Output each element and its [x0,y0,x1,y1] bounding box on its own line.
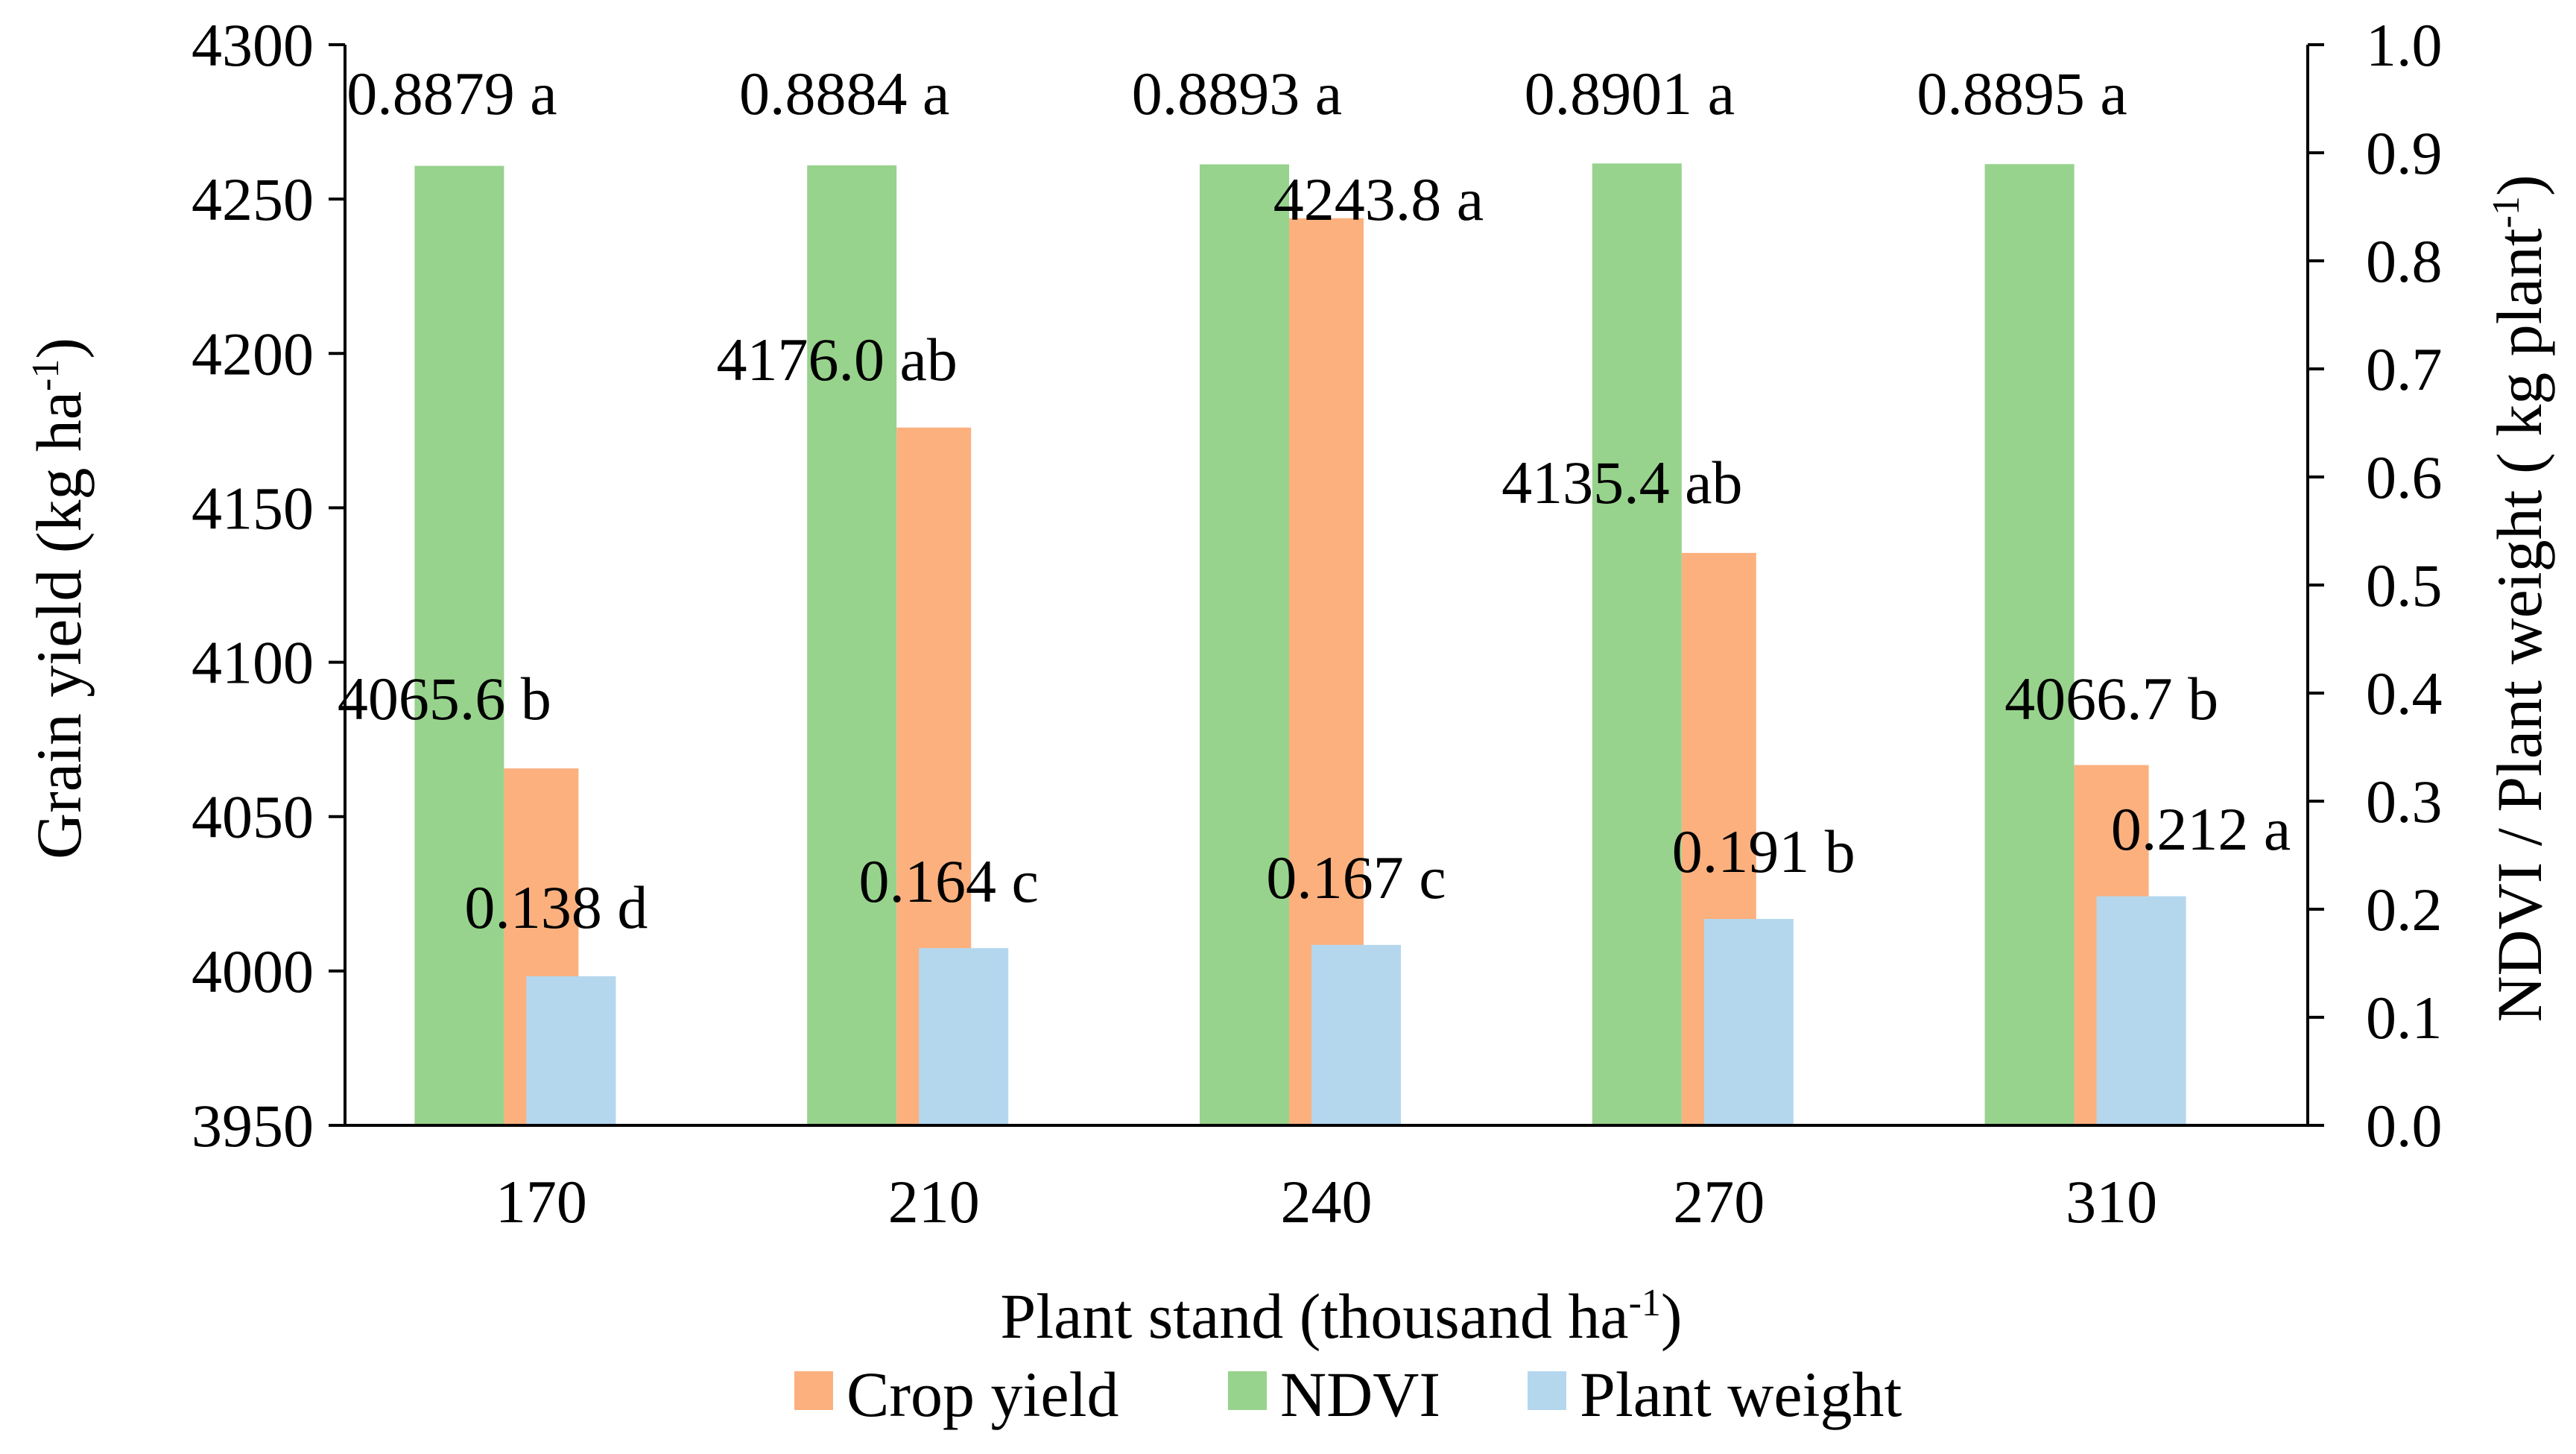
data-label-crop-yield-240: 4243.8 a [1273,165,1484,233]
y-right-tick-label: 0.8 [2366,227,2443,295]
y-axis-right-title: NDVI / Plant weight ( kg plant-1) [2484,174,2555,1022]
legend-label-plant-weight: Plant weight [1580,1359,1902,1430]
bar-ndvi-310 [1984,164,2075,1126]
y-left-tick-label: 4150 [192,474,314,542]
y-left-tick-label: 4300 [192,11,314,79]
x-tick-label: 240 [1281,1168,1373,1236]
data-label-plant-weight-210: 0.164 c [858,847,1038,915]
data-label-crop-yield-170: 4065.6 b [338,665,551,733]
data-label-ndvi-310: 0.8895 a [1917,60,2127,127]
legend-label-ndvi: NDVI [1280,1359,1440,1430]
bar-plant-weight-170 [526,976,616,1125]
y-left-tick-label: 4100 [192,629,314,697]
y-left-tick-label: 4200 [192,320,314,388]
data-label-crop-yield-270: 4135.4 ab [1501,449,1742,516]
data-label-plant-weight-270: 0.191 b [1672,818,1855,885]
bar-plant-weight-310 [2096,896,2186,1125]
data-label-ndvi-270: 0.8901 a [1525,60,1735,127]
data-labels-layer: 0.8879 a 0.8884 a 0.8893 a 0.8901 a 0.8895 a… [338,60,2291,941]
legend-swatch-crop-yield [794,1371,833,1410]
x-tick-label: 270 [1673,1168,1765,1236]
y-left-tick-label: 4050 [192,783,314,851]
y-axis-left-title: Grain yield (kg ha-1) [23,338,95,859]
y-right-tick-label: 0.9 [2366,119,2443,187]
axes-layer: 3950 4000 4050 4100 4150 4200 4250 4300 0.0 0.1 0.… [192,11,2443,1236]
y-left-tick-label: 4000 [192,938,314,1005]
legend-swatch-plant-weight [1528,1371,1566,1410]
y-right-tick-label: 0.1 [2366,984,2443,1052]
bar-ndvi-210 [807,165,897,1125]
bar-plant-weight-210 [919,948,1009,1125]
data-label-plant-weight-240: 0.167 c [1266,844,1446,911]
data-label-crop-yield-310: 4066.7 b [2004,665,2218,733]
y-right-tick-label: 0.0 [2366,1092,2443,1160]
y-right-tick-label: 0.3 [2366,768,2443,835]
x-axis-title: Plant stand (thousand ha-1) [1000,1280,1682,1352]
data-label-plant-weight-310: 0.212 a [2111,795,2291,863]
x-tick-label: 170 [496,1168,587,1236]
bars-layer [414,163,2186,1126]
data-label-ndvi-210: 0.8884 a [739,60,949,127]
y-right-tick-label: 0.4 [2366,660,2443,727]
y-left-tick-label: 3950 [192,1092,314,1160]
y-right-tick-label: 1.0 [2366,11,2443,79]
data-label-ndvi-170: 0.8879 a [346,60,557,127]
bar-plant-weight-270 [1703,919,1794,1125]
y-right-tick-label: 0.2 [2366,876,2443,943]
data-label-crop-yield-210: 4176.0 ab [716,326,957,393]
x-tick-label: 210 [888,1168,980,1236]
y-left-tick-label: 4250 [192,165,314,233]
bar-ndvi-270 [1592,163,1682,1126]
x-tick-label: 310 [2066,1168,2157,1236]
bar-ndvi-170 [414,165,504,1125]
legend-label-crop-yield: Crop yield [846,1359,1118,1430]
y-right-tick-label: 0.6 [2366,443,2443,511]
legend: Crop yield NDVI Plant weight [794,1359,1902,1430]
data-label-plant-weight-170: 0.138 d [464,873,648,941]
y-right-tick-label: 0.5 [2366,551,2443,619]
data-label-ndvi-240: 0.8893 a [1132,60,1342,127]
bar-plant-weight-240 [1311,944,1401,1125]
legend-swatch-ndvi [1228,1371,1267,1410]
y-right-tick-label: 0.7 [2366,335,2443,403]
bar-ndvi-240 [1200,164,1289,1125]
